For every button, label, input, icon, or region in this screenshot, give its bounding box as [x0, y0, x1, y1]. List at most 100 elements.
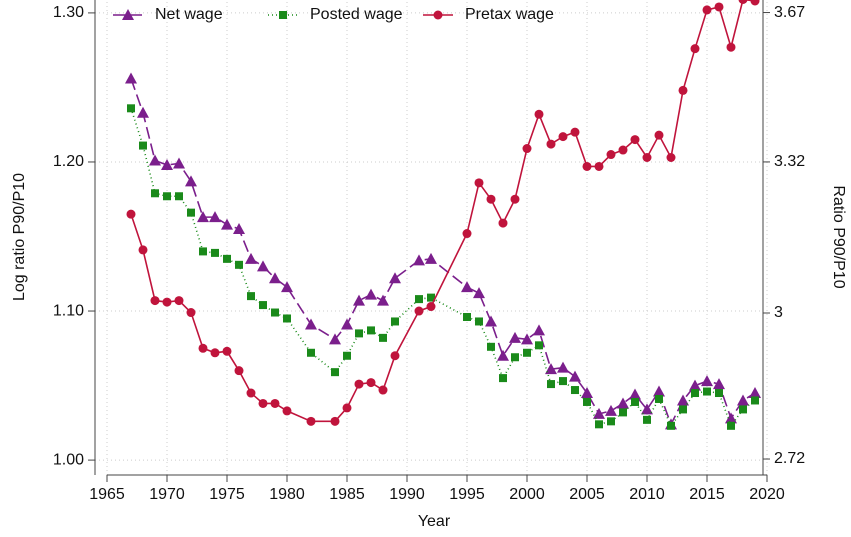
data-point	[138, 245, 148, 255]
y2-tick-label: 3.67	[774, 4, 805, 21]
data-point	[271, 308, 279, 317]
data-point	[235, 260, 243, 269]
x-tick-label: 1985	[329, 486, 365, 503]
data-point	[474, 178, 484, 188]
legend-label: Pretax wage	[465, 6, 554, 23]
data-point	[654, 130, 664, 140]
y2-tick-label: 3	[774, 304, 783, 321]
data-point	[126, 209, 136, 219]
x-tick-label: 1975	[209, 486, 245, 503]
data-point	[497, 349, 509, 361]
data-point	[342, 403, 352, 413]
data-point	[641, 403, 653, 415]
x-tick-label: 2005	[569, 486, 605, 503]
data-point	[486, 194, 496, 204]
data-point	[149, 154, 161, 166]
data-point	[557, 361, 569, 373]
data-point	[606, 150, 616, 160]
data-point	[713, 378, 725, 390]
data-point	[366, 378, 376, 388]
data-point	[701, 375, 713, 387]
data-point	[739, 405, 747, 414]
data-point	[211, 248, 219, 257]
data-point	[725, 412, 737, 424]
data-point	[581, 387, 593, 399]
data-point	[463, 312, 471, 321]
data-point	[605, 404, 617, 416]
data-point	[522, 144, 532, 154]
data-point	[618, 145, 628, 155]
data-point	[461, 281, 473, 293]
data-point	[127, 104, 135, 113]
data-point	[678, 85, 688, 95]
data-point	[367, 326, 375, 335]
y-tick-label: 1.30	[53, 4, 84, 21]
data-point	[234, 366, 244, 376]
series-line	[130, 108, 756, 428]
data-point	[498, 218, 508, 228]
data-point	[379, 333, 387, 342]
data-point	[162, 297, 172, 307]
data-point	[547, 380, 555, 389]
legend-marker	[122, 9, 134, 20]
data-point	[619, 408, 627, 417]
data-point	[545, 363, 557, 375]
data-point	[738, 0, 748, 4]
data-point	[139, 141, 147, 150]
data-point	[210, 348, 220, 358]
data-point	[377, 294, 389, 306]
data-point	[749, 387, 761, 399]
data-point	[415, 295, 423, 304]
y-tick-label: 1.00	[53, 451, 84, 468]
data-point	[283, 314, 291, 323]
data-point	[187, 208, 195, 217]
data-point	[582, 161, 592, 171]
x-tick-label: 1990	[389, 486, 425, 503]
x-axis-title: Year	[418, 513, 451, 530]
data-point	[629, 388, 641, 400]
data-point	[571, 386, 579, 395]
data-point	[390, 351, 400, 361]
data-point	[269, 272, 281, 284]
data-point	[569, 370, 581, 382]
legend-marker	[279, 11, 287, 19]
data-point	[174, 296, 184, 306]
data-point	[702, 5, 712, 15]
data-point	[643, 415, 651, 424]
data-point	[689, 379, 701, 391]
data-point	[583, 397, 591, 406]
data-point	[198, 343, 208, 353]
y-tick-label: 1.20	[53, 153, 84, 170]
data-point	[509, 331, 521, 343]
data-point	[175, 192, 183, 201]
data-point	[209, 211, 221, 223]
y-tick-label: 1.10	[53, 302, 84, 319]
x-tick-label: 1970	[149, 486, 185, 503]
data-point	[222, 346, 232, 356]
data-point	[677, 394, 689, 406]
data-point	[714, 2, 724, 12]
data-point	[125, 72, 137, 84]
data-point	[462, 229, 472, 239]
data-point	[151, 189, 159, 198]
data-point	[246, 388, 256, 398]
data-point	[427, 293, 435, 302]
data-point	[378, 385, 388, 395]
data-point	[570, 127, 580, 137]
data-point	[475, 317, 483, 326]
data-point	[199, 247, 207, 256]
series-line	[130, 78, 756, 427]
y2-axis-title: Ratio P90/P10	[830, 185, 847, 288]
data-point	[485, 315, 497, 327]
data-point	[691, 389, 699, 398]
data-point	[727, 421, 735, 430]
data-point	[617, 397, 629, 409]
data-point	[535, 341, 543, 350]
data-point	[258, 398, 268, 408]
legend-label: Net wage	[155, 6, 223, 23]
data-point	[715, 389, 723, 398]
data-point	[751, 396, 759, 405]
data-point	[330, 416, 340, 426]
